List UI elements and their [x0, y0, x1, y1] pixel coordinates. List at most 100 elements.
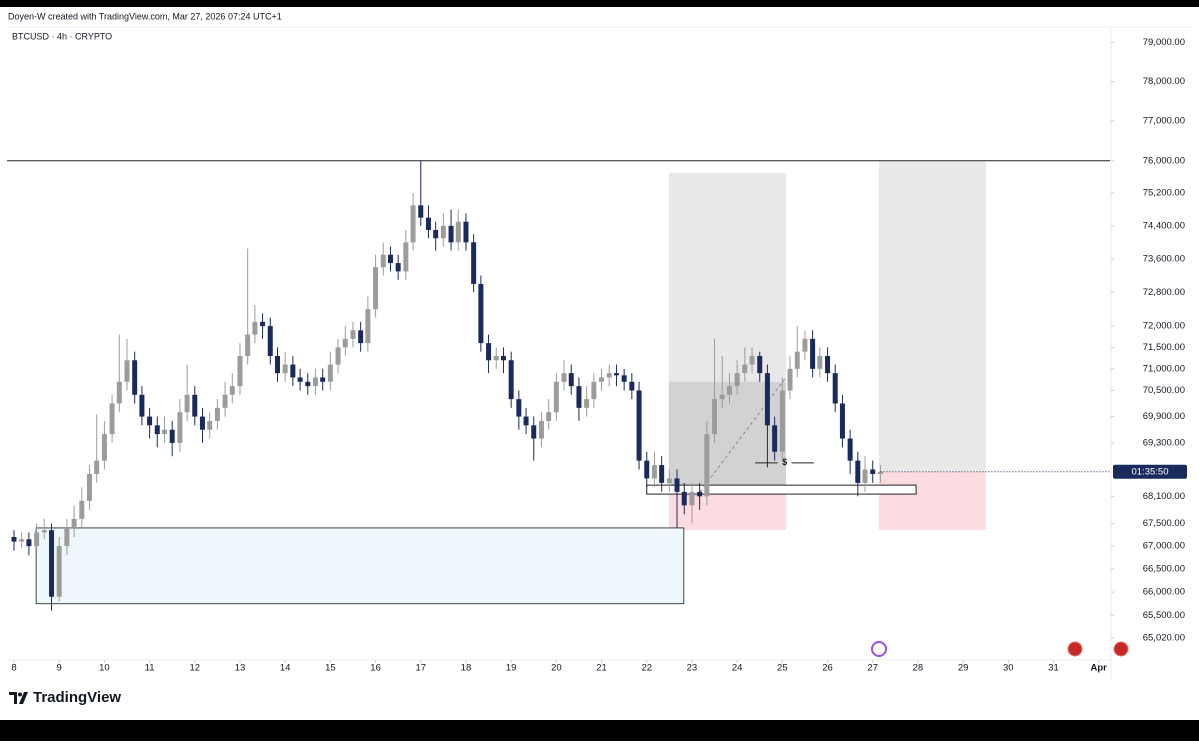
candle-body: [689, 491, 695, 506]
candle-body: [794, 351, 800, 369]
candle-body: [274, 355, 280, 374]
y-tick-label: 73,600.00: [1143, 253, 1185, 264]
y-tick-label: 66,000.00: [1143, 587, 1185, 598]
candle-body: [101, 434, 107, 461]
candle-body: [674, 478, 680, 492]
candle-body: [855, 460, 861, 483]
candle-body: [162, 429, 168, 435]
candle-body: [229, 386, 235, 395]
candle-body: [342, 338, 348, 348]
x-tick-label: 21: [596, 663, 607, 674]
candle-body: [154, 425, 160, 435]
y-tick-label: 72,800.00: [1143, 287, 1185, 298]
candle-body: [599, 377, 605, 382]
candle-body: [403, 242, 409, 272]
candle-body: [207, 420, 213, 430]
candle-body: [500, 355, 506, 361]
candle-body: [387, 254, 393, 264]
candle-body: [486, 343, 492, 361]
candle-body: [576, 386, 582, 408]
y-tick-label: 76,000.00: [1143, 155, 1185, 166]
candle-body: [147, 416, 153, 426]
candle-body: [169, 429, 175, 443]
candle-body: [327, 364, 333, 382]
candle-body: [825, 355, 831, 374]
event-flag: [1067, 641, 1083, 657]
candle-body: [245, 334, 251, 356]
candle-body: [184, 394, 190, 413]
x-tick-label: 15: [325, 663, 336, 674]
candle-body: [282, 364, 288, 374]
candle-body: [659, 465, 665, 483]
candle-body: [779, 390, 785, 452]
x-tick-label: 17: [415, 663, 426, 674]
candle-body: [132, 360, 138, 395]
candle-body: [116, 381, 122, 404]
candle-body: [79, 500, 85, 519]
candle-body: [41, 530, 47, 533]
candle-body: [877, 471, 883, 474]
x-tick-label: 14: [280, 663, 291, 674]
x-tick-label: 13: [235, 663, 246, 674]
candle-body: [425, 217, 431, 230]
candle-body: [448, 225, 454, 243]
candle-body: [553, 381, 559, 413]
candle-body: [629, 381, 635, 391]
countdown: 01:35:50: [1132, 466, 1169, 477]
candle-body: [636, 390, 642, 461]
candle-body: [237, 355, 243, 387]
candle-body: [561, 373, 567, 382]
x-tick-label: 12: [189, 663, 200, 674]
candle-body: [49, 530, 55, 597]
y-tick-label: 75,200.00: [1143, 188, 1185, 199]
x-tick-label: 29: [958, 663, 969, 674]
candle-body: [373, 267, 379, 310]
zone: [879, 471, 986, 531]
candle-body: [516, 399, 522, 417]
candle-body: [839, 403, 845, 439]
x-tick-label: 23: [687, 663, 698, 674]
candle-body: [433, 229, 439, 239]
candle-body: [817, 355, 823, 369]
candle-body: [86, 473, 92, 501]
candle-body: [772, 425, 778, 452]
candle-body: [742, 364, 748, 374]
candle-body: [493, 355, 499, 361]
x-tick-label: Apr: [1091, 663, 1108, 674]
zone: [35, 527, 685, 605]
logo-mark: [9, 692, 28, 704]
candle-body: [267, 326, 273, 356]
candle-body: [395, 263, 401, 272]
y-tick-label: 65,500.00: [1143, 610, 1185, 621]
y-tick-label: 67,000.00: [1143, 541, 1185, 552]
x-tick-label: 20: [551, 663, 562, 674]
candle-body: [651, 465, 657, 479]
y-tick-label: 77,000.00: [1143, 115, 1185, 126]
candle-body: [19, 539, 25, 542]
y-tick-label: 71,500.00: [1143, 342, 1185, 353]
candle-body: [177, 412, 183, 443]
candle-body: [214, 407, 220, 421]
candle-body: [606, 373, 612, 378]
x-tick-label: 9: [57, 663, 62, 674]
candle-body: [471, 242, 477, 284]
x-tick-label: 30: [1003, 663, 1014, 674]
candle-body: [704, 434, 710, 497]
candle-body: [523, 416, 529, 426]
candle-body: [538, 420, 544, 439]
candle-body: [290, 364, 296, 378]
candle-body: [697, 491, 703, 497]
candle-body: [726, 386, 732, 395]
candle-body: [418, 205, 424, 218]
y-tick-label: 68,100.00: [1143, 491, 1185, 502]
candle-body: [621, 375, 627, 382]
candle-body: [380, 254, 386, 268]
candle-body: [591, 381, 597, 400]
price-label-box: [1113, 464, 1187, 479]
x-tick-label: 22: [641, 663, 652, 674]
plot: $: [7, 160, 1110, 611]
x-tick-label: 31: [1048, 663, 1059, 674]
y-tick-label: 67,500.00: [1143, 518, 1185, 529]
candle-body: [749, 355, 755, 365]
